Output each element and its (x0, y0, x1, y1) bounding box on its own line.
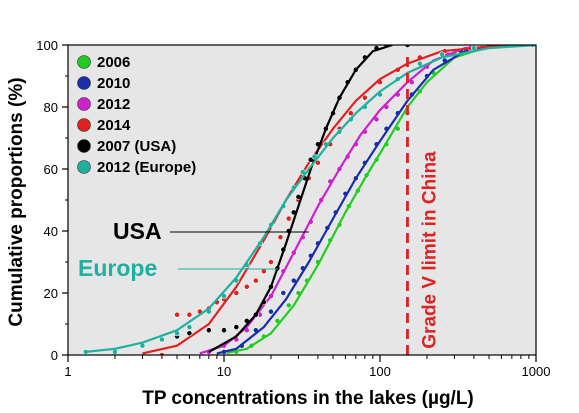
legend-label-4: 2007 (USA) (97, 138, 176, 155)
series-4-point (205, 327, 212, 334)
y-axis-title: Cumulative proportions (%) (6, 77, 27, 326)
plot-background (68, 45, 536, 355)
annotations: USA Europe (78, 218, 309, 281)
series-1-fit-line (216, 45, 536, 355)
series-3-point (186, 311, 193, 318)
legend: 2006 2010 2012 2014 2007 (USA) 2012 (Europe) (77, 54, 196, 176)
series-0-point (285, 302, 292, 309)
legend-label-0: 2006 (97, 54, 130, 71)
annotation-europe: Europe (78, 255, 157, 281)
series-4-fit-line (208, 45, 393, 353)
series-3-fit-line (142, 45, 536, 355)
series-4-point (233, 324, 240, 330)
axes: 1 10 100 1000 0 20 40 60 80 100 TP concentrations … (6, 38, 550, 409)
series-1-point (280, 290, 287, 296)
annotation-usa: USA (113, 218, 162, 244)
series-5-point (221, 293, 227, 299)
legend-label-2: 2012 (97, 96, 130, 113)
legend-marker-0 (77, 55, 91, 69)
legend-marker-1 (77, 76, 91, 90)
legend-marker-4 (77, 139, 91, 153)
y-tick-label: 80 (44, 100, 58, 115)
series-group (82, 45, 536, 355)
x-tick-label: 1 (64, 364, 71, 379)
legend-label-3: 2014 (97, 117, 131, 134)
series-1-point (268, 308, 274, 315)
legend-marker-5 (77, 160, 91, 174)
series-3-point (285, 215, 292, 222)
x-tick-label: 1000 (522, 364, 551, 379)
plot-area: Grade V limit in China (68, 45, 536, 355)
series-5-point (186, 324, 193, 330)
x-tick-label: 10 (217, 364, 231, 379)
series-3-point (361, 94, 368, 101)
series-4-point (221, 327, 227, 334)
legend-label-1: 2010 (97, 75, 130, 92)
y-tick-label: 0 (51, 348, 58, 363)
legend-marker-3 (77, 118, 91, 132)
reference-line-label: Grade V limit in China (419, 151, 440, 349)
series-5-fit-line (85, 45, 536, 353)
y-tick-label: 60 (44, 162, 58, 177)
x-tick-label: 100 (369, 364, 391, 379)
series-5-point (311, 153, 318, 160)
series-5 (82, 45, 536, 355)
series-3-point (347, 110, 354, 117)
series-3-point (268, 259, 274, 265)
y-tick-label: 100 (36, 38, 58, 53)
series-5-point (159, 336, 165, 343)
series-3-point (277, 234, 284, 241)
series-4-point (186, 330, 193, 337)
series-3-point (315, 159, 321, 166)
series-3-point (233, 290, 240, 296)
series-3-point (174, 311, 180, 318)
series-3-point (252, 277, 259, 284)
series-3-point (243, 283, 250, 290)
y-tick-label: 20 (44, 286, 58, 301)
y-tick-label: 40 (44, 224, 58, 239)
x-axis-title: TP concentrations in the lakes (µg/L) (142, 388, 474, 409)
legend-label-5: 2012 (Europe) (97, 159, 196, 176)
legend-marker-2 (77, 97, 91, 111)
